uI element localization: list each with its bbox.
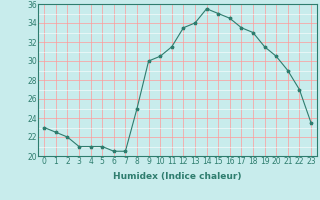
X-axis label: Humidex (Indice chaleur): Humidex (Indice chaleur) <box>113 172 242 181</box>
